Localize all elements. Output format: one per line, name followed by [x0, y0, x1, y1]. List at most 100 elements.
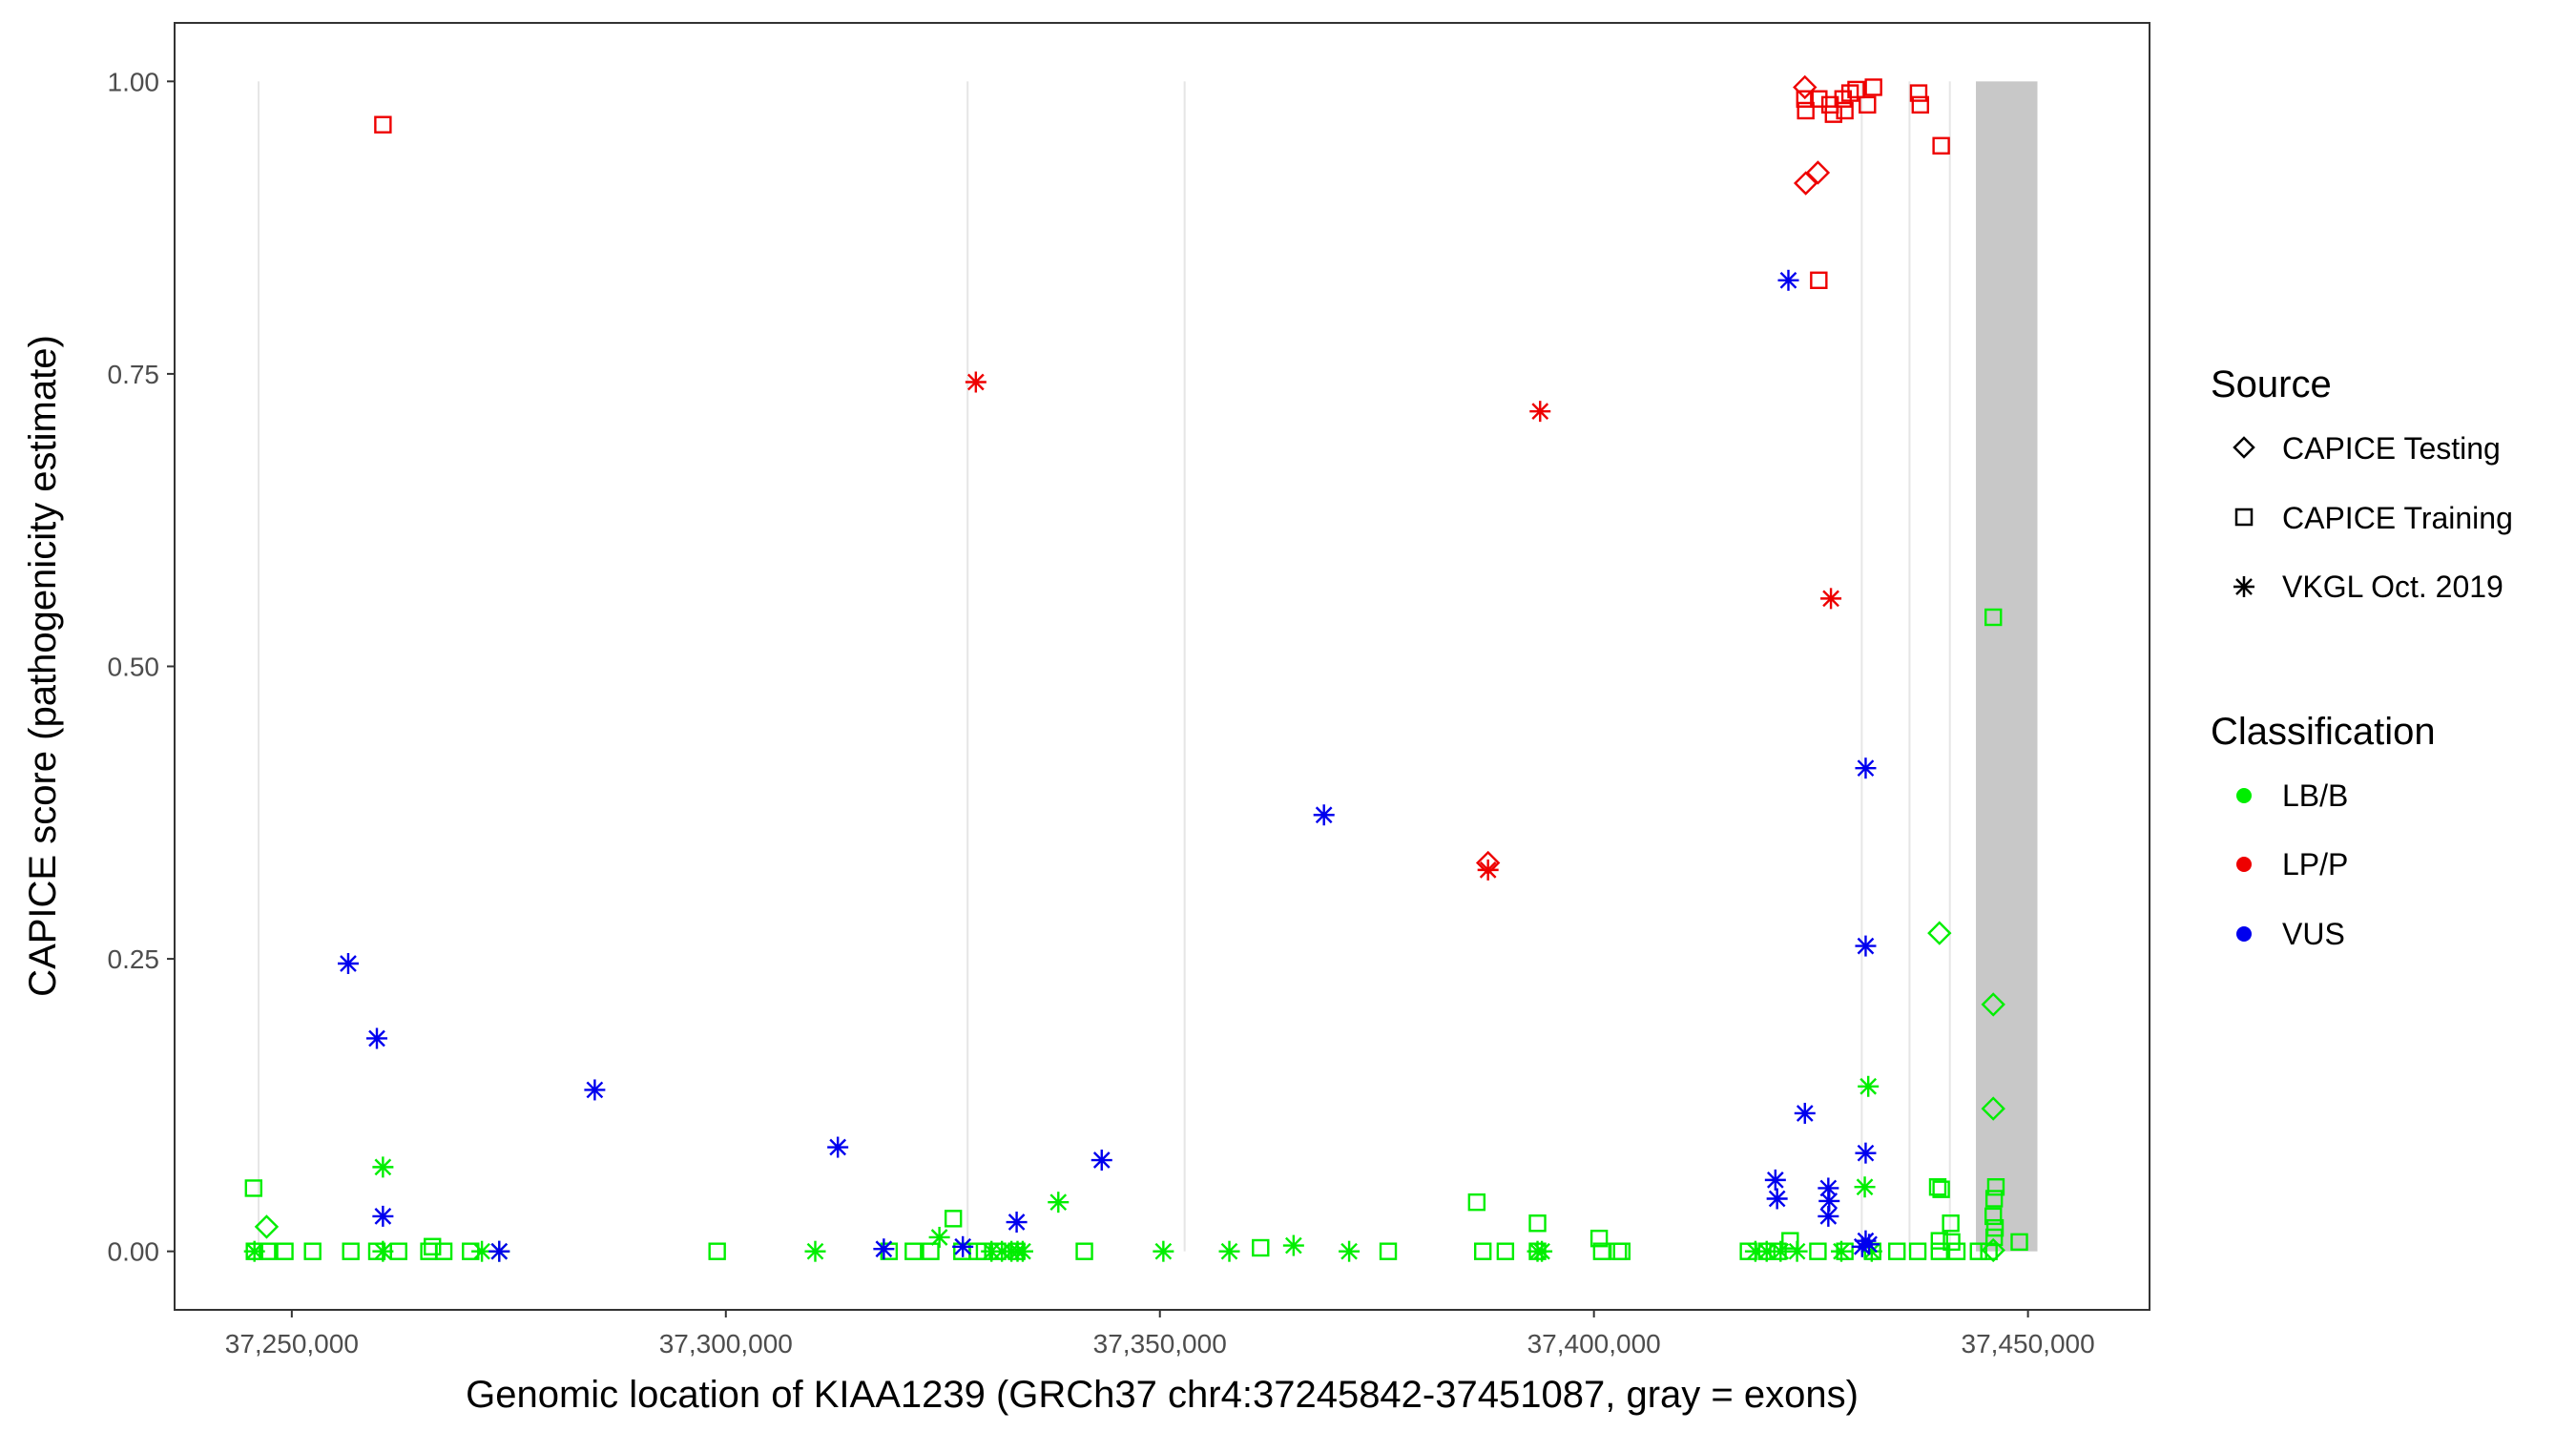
data-point-lbb	[1282, 1234, 1304, 1256]
data-point-lpp	[374, 115, 392, 134]
data-point-vus	[372, 1205, 394, 1227]
diamond-icon	[2233, 436, 2255, 459]
legend: Source CAPICE Testing CAPICE Training VK…	[2211, 363, 2513, 951]
data-point-vus	[584, 1079, 606, 1101]
data-point-vus	[873, 1238, 895, 1260]
data-point-lbb	[1981, 992, 2005, 1017]
data-point-lpp	[1810, 90, 1828, 108]
legend-entry-lbb: LB/B	[2236, 778, 2348, 813]
data-points	[243, 74, 2028, 1263]
legend-entry-lpp: LP/P	[2236, 847, 2348, 881]
data-point-lbb	[1781, 1232, 1799, 1250]
y-tick-label: 0.75	[108, 360, 160, 389]
exon-band-4	[1860, 81, 1863, 1252]
x-tick-label: 37,400,000	[1527, 1329, 1661, 1358]
data-point-lbb	[1830, 1240, 1852, 1262]
data-point-lpp	[1864, 78, 1882, 96]
data-point-vus	[1855, 935, 1877, 957]
asterisk-icon	[2233, 576, 2254, 597]
data-point-vus	[1794, 1102, 1816, 1124]
data-point-lbb	[1531, 1240, 1553, 1262]
lpp-dot-icon	[2236, 857, 2252, 872]
data-point-lbb	[1928, 1178, 1947, 1196]
legend-label-lbb: LB/B	[2282, 778, 2348, 813]
data-point-lbb	[1947, 1242, 1966, 1260]
data-point-lbb	[434, 1242, 453, 1260]
data-point-lpp	[1477, 859, 1499, 881]
data-point-lbb	[1589, 1229, 1609, 1248]
data-point-lbb	[904, 1242, 923, 1260]
data-point-lpp	[1840, 84, 1859, 102]
data-point-lbb	[1969, 1242, 1987, 1260]
data-point-vus	[1091, 1150, 1112, 1172]
data-point-lbb	[372, 1156, 394, 1178]
data-point-lpp	[1932, 136, 1950, 155]
exon-band-6	[1948, 81, 1951, 1252]
data-point-lbb	[1985, 1218, 2005, 1237]
data-point-lbb	[708, 1242, 726, 1260]
data-point-lpp	[1793, 74, 1818, 100]
legend-label-capice-testing: CAPICE Testing	[2282, 431, 2501, 466]
data-point-lbb	[1467, 1192, 1486, 1212]
data-point-vus	[1777, 269, 1799, 291]
data-point-vus	[1855, 757, 1877, 779]
x-axis-ticks: 37,250,000 37,300,000 37,350,000 37,400,000…	[225, 1310, 2095, 1358]
data-point-vus	[827, 1136, 849, 1158]
data-point-vus	[366, 1027, 388, 1049]
data-point-vus	[1006, 1212, 1028, 1234]
data-point-vus	[337, 952, 359, 974]
data-point-lbb	[1908, 1242, 1927, 1260]
data-point-lbb	[1927, 921, 1952, 945]
data-point-lpp	[1796, 90, 1814, 108]
data-point-lbb	[2010, 1233, 2028, 1252]
data-point-lbb	[944, 1210, 963, 1228]
data-point-lbb	[1252, 1238, 1270, 1257]
data-point-lbb	[254, 1214, 280, 1239]
legend-classification-title: Classification	[2211, 711, 2436, 753]
data-point-lbb	[1612, 1242, 1631, 1260]
data-point-lbb	[1048, 1192, 1070, 1213]
data-point-lbb	[1858, 1075, 1880, 1097]
x-tick-label: 37,350,000	[1093, 1329, 1227, 1358]
data-point-lpp	[1836, 101, 1854, 120]
data-point-lbb	[1075, 1242, 1093, 1260]
legend-entry-capice-testing: CAPICE Testing	[2233, 431, 2501, 466]
data-point-lbb	[928, 1226, 950, 1248]
data-point-lpp	[1824, 105, 1843, 123]
data-point-lbb	[1986, 1178, 2005, 1196]
legend-source-title: Source	[2211, 363, 2332, 405]
y-axis-ticks: 0.00 0.25 0.50 0.75 1.00	[108, 67, 175, 1267]
data-point-vus	[1764, 1169, 1786, 1191]
exon-band-3	[1183, 81, 1186, 1252]
data-point-lbb	[372, 1240, 394, 1262]
exon-band-7	[1976, 81, 2038, 1252]
data-point-lbb	[1786, 1240, 1808, 1262]
y-axis-title: CAPICE score (pathogenicity estimate)	[22, 335, 64, 997]
data-point-lbb	[1981, 1096, 2005, 1121]
data-point-lbb	[1930, 1232, 1949, 1250]
legend-label-lpp: LP/P	[2282, 847, 2348, 881]
data-point-lbb	[1932, 1180, 1950, 1198]
data-point-lbb	[1528, 1214, 1547, 1233]
data-point-lpp	[1820, 588, 1842, 610]
data-point-lbb	[1218, 1240, 1240, 1262]
data-point-lbb	[1984, 1190, 2004, 1208]
data-point-lbb	[1854, 1176, 1876, 1198]
data-point-lpp	[1859, 95, 1877, 114]
data-point-lbb	[276, 1242, 294, 1260]
data-point-lpp	[1797, 101, 1815, 120]
data-point-lbb	[1770, 1240, 1792, 1262]
data-point-lbb	[244, 1179, 262, 1197]
data-point-vus	[488, 1240, 510, 1262]
data-point-lpp	[1847, 80, 1865, 99]
plot-background	[175, 23, 2150, 1310]
data-point-lpp	[1909, 84, 1928, 102]
data-point-lbb	[1809, 1242, 1827, 1260]
data-point-lbb	[1339, 1240, 1361, 1262]
data-point-vus	[1313, 804, 1335, 826]
legend-label-vkgl: VKGL Oct. 2019	[2282, 570, 2503, 604]
data-point-lbb	[1496, 1242, 1515, 1260]
data-point-vus	[1851, 1235, 1873, 1257]
data-point-lbb	[1592, 1242, 1611, 1260]
